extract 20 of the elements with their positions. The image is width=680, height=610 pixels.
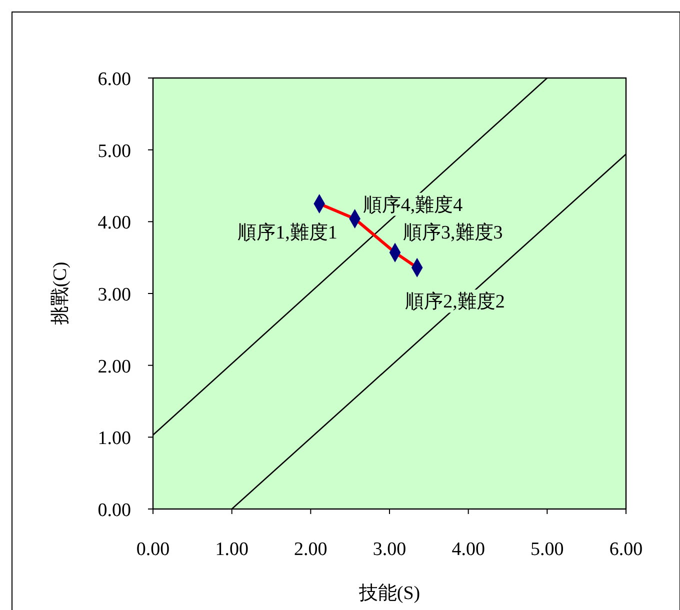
x-tick-label: 4.00 [452, 539, 485, 560]
x-tick-label: 2.00 [294, 539, 328, 560]
x-tick-label: 6.00 [609, 539, 643, 560]
y-tick-label: 4.00 [98, 212, 131, 234]
x-tick-label: 5.00 [530, 539, 564, 560]
x-tick-label: 1.00 [215, 539, 248, 560]
y-tick-label: 2.00 [98, 356, 131, 378]
annotation: 順序1,難度1 [238, 222, 338, 244]
x-tick-label: 3.00 [372, 539, 406, 560]
y-tick-label: 5.00 [98, 140, 131, 162]
annotation: 順序3,難度3 [403, 222, 503, 244]
x-tick-label: 0.00 [136, 539, 170, 560]
x-axis-title: 技能(S) [358, 583, 420, 604]
y-tick-label: 3.00 [98, 284, 131, 306]
y-tick-label: 0.00 [98, 500, 131, 521]
y-axis-title: 挑戰(C) [50, 262, 71, 326]
annotation: 順序4,難度4 [362, 194, 464, 216]
y-tick-label: 1.00 [98, 428, 131, 450]
y-tick-label: 6.00 [98, 69, 131, 90]
annotation: 順序2,難度2 [405, 290, 505, 313]
